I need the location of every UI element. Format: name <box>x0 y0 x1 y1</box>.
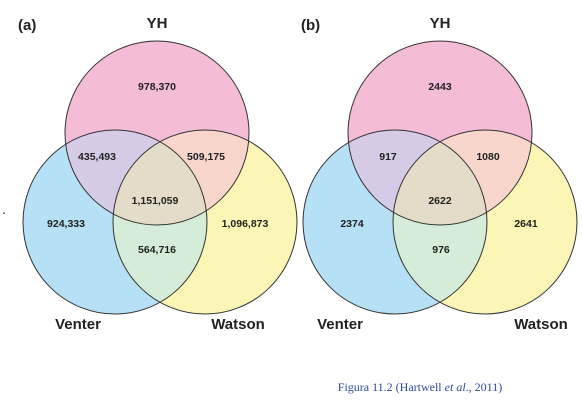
region-venter-only: 2374 <box>340 218 364 230</box>
venter-label: Venter <box>317 316 363 333</box>
watson-label: Watson <box>211 316 265 333</box>
region-all: 1,151,059 <box>132 195 179 207</box>
region-yh-only: 978,370 <box>138 81 176 93</box>
figure-caption: Figura 11.2 (Hartwell et al., 2011) <box>300 380 540 395</box>
venn-panel-b: (b) YH Venter Watson 2443 917 1080 2622 … <box>301 15 577 333</box>
region-yh-venter: 917 <box>379 151 397 163</box>
region-yh-only: 2443 <box>428 81 452 93</box>
region-venter-only: 924,333 <box>47 218 85 230</box>
caption-etal: et al <box>445 380 466 394</box>
region-venter-watson: 976 <box>432 244 450 256</box>
yh-label: YH <box>430 15 451 32</box>
panel-label: (a) <box>18 17 36 34</box>
venter-label: Venter <box>55 316 101 333</box>
stray-dot: . <box>2 201 6 217</box>
region-all: 2622 <box>428 195 452 207</box>
region-watson-only: 2641 <box>514 218 538 230</box>
region-yh-watson: 509,175 <box>187 151 225 163</box>
region-venter-watson: 564,716 <box>138 244 176 256</box>
watson-label: Watson <box>514 316 568 333</box>
caption-prefix: Figura 11.2 (Hartwell <box>338 380 445 394</box>
yh-label: YH <box>147 15 168 32</box>
panel-label: (b) <box>301 17 320 34</box>
region-watson-only: 1,096,873 <box>222 218 269 230</box>
venn-panel-a: (a) YH Venter Watson 978,370 435,493 509… <box>18 15 297 333</box>
caption-suffix: ., 2011) <box>466 380 503 394</box>
region-yh-watson: 1080 <box>476 151 500 163</box>
region-yh-venter: 435,493 <box>78 151 116 163</box>
